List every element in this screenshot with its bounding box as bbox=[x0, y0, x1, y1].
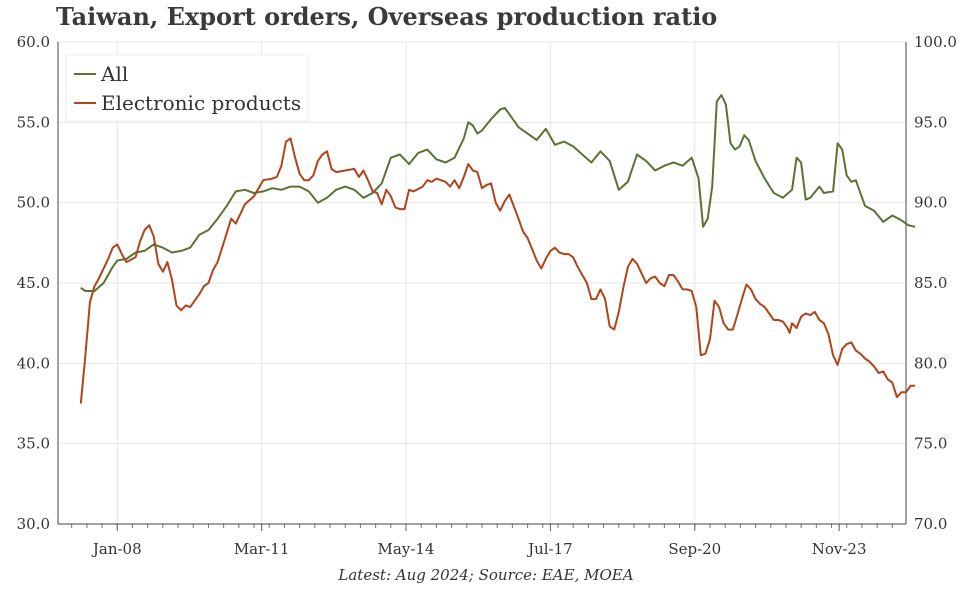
legend-label-all: All bbox=[100, 62, 128, 86]
gridlines bbox=[58, 41, 906, 525]
legend-label-electronic-products: Electronic products bbox=[101, 91, 301, 115]
series-line-electronic-products bbox=[79, 137, 916, 404]
left-tick-label: 40.0 bbox=[17, 354, 50, 372]
chart-title: Taiwan, Export orders, Overseas producti… bbox=[56, 2, 718, 31]
right-tick-label: 70.0 bbox=[914, 515, 947, 533]
right-tick-label: 85.0 bbox=[914, 274, 947, 292]
axes: 30.0 35.0 40.0 45.0 50.0 55.0 60.0 70.0 75.0 80.0… bbox=[17, 33, 957, 558]
right-tick-label: 100.0 bbox=[914, 33, 957, 51]
right-tick-label: 80.0 bbox=[914, 354, 947, 372]
left-tick-label: 35.0 bbox=[17, 435, 50, 453]
left-tick-label: 50.0 bbox=[17, 194, 50, 212]
right-tick-label: 95.0 bbox=[914, 113, 947, 131]
legend-box bbox=[65, 54, 309, 122]
x-tick-label: May-14 bbox=[378, 540, 435, 558]
legend: All Electronic products bbox=[65, 54, 309, 122]
left-tick-label: 30.0 bbox=[17, 515, 50, 533]
series-line-all bbox=[80, 94, 916, 292]
x-tick-label: Nov-23 bbox=[812, 540, 867, 558]
source-note: Latest: Aug 2024; Source: EAE, MOEA bbox=[338, 566, 634, 584]
left-tick-label: 45.0 bbox=[17, 274, 50, 292]
left-tick-label: 55.0 bbox=[17, 113, 50, 131]
x-tick-label: Jan-08 bbox=[91, 540, 142, 558]
right-tick-label: 90.0 bbox=[914, 194, 947, 212]
series-lines bbox=[79, 94, 916, 404]
x-tick-label: Mar-11 bbox=[234, 540, 290, 558]
x-tick-label: Jul-17 bbox=[526, 540, 573, 558]
x-tick-label: Sep-20 bbox=[668, 540, 721, 558]
right-tick-label: 75.0 bbox=[914, 435, 947, 453]
left-tick-label: 60.0 bbox=[17, 33, 50, 51]
